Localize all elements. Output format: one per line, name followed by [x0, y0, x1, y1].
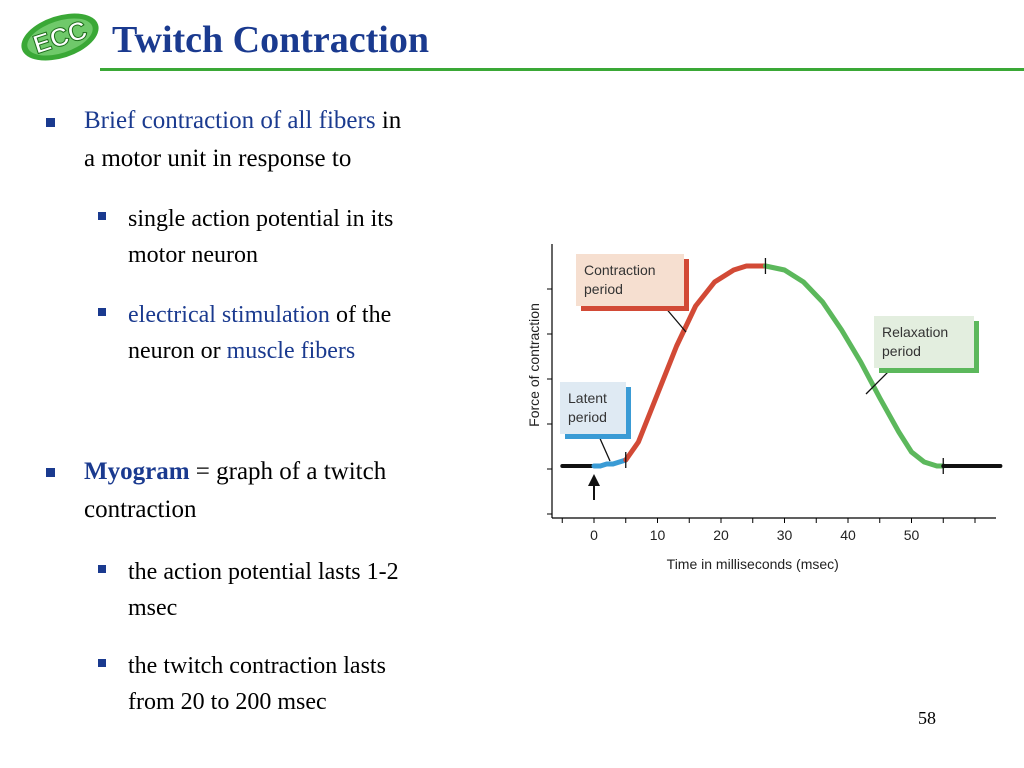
electrical-stimulation-rest: of the — [329, 302, 392, 328]
bullet-list: Brief contraction of all fibers in a moto… — [46, 102, 504, 720]
sub-bullet-marker — [98, 565, 106, 573]
y-axis-label: Force of contraction — [526, 303, 542, 427]
relaxation-label-text: period — [882, 343, 921, 359]
single-ap-line2: motor neuron — [128, 242, 258, 268]
sub-bullet-electrical-stimulation: electrical stimulation of the neuron or m… — [128, 297, 488, 369]
contraction-label-text: Contraction — [584, 262, 656, 278]
contraction-label-box — [576, 254, 684, 306]
sub-bullet-action-potential-duration: the action potential lasts 1-2 msec — [128, 554, 488, 626]
relaxation-label-box — [874, 316, 974, 368]
contraction-label-text: period — [584, 281, 623, 297]
x-tick-label-20: 20 — [713, 527, 729, 543]
sub-bullet-marker — [98, 659, 106, 667]
brief-contraction-line2: a motor unit in response to — [84, 145, 352, 172]
contraction-curve-2 — [623, 263, 768, 463]
sub-bullet-marker — [98, 308, 106, 316]
bullet-myogram: Myogram = graph of a twitch contraction — [84, 453, 504, 529]
title-divider — [100, 68, 1024, 71]
ap-duration-line2: msec — [128, 595, 178, 621]
latent-label-text: period — [568, 409, 607, 425]
x-tick-label-0: 0 — [590, 527, 598, 543]
x-axis-label: Time in milliseconds (msec) — [667, 556, 839, 572]
myogram-term: Myogram — [84, 458, 190, 485]
x-tick-label-30: 30 — [777, 527, 793, 543]
latent-label-text: Latent — [568, 390, 607, 406]
twitch-duration-line1: the twitch contraction lasts — [128, 653, 386, 679]
page-number: 58 — [918, 708, 936, 728]
ecc-logo: ECC — [21, 13, 99, 61]
bullet-marker — [46, 468, 55, 477]
relaxation-curve-3 — [763, 263, 946, 469]
myogram-line2: contraction — [84, 496, 197, 523]
twitch-duration-line2: from 20 to 200 msec — [128, 689, 327, 715]
sub-bullet-marker — [98, 212, 106, 220]
x-tick-label-50: 50 — [904, 527, 920, 543]
single-ap-line1: single action potential in its — [128, 206, 394, 232]
relaxation-label-text: Relaxation — [882, 324, 948, 340]
electrical-stimulation-highlight: electrical stimulation — [128, 302, 330, 328]
myogram-chart: 0 10 20 30 40 50 Time in milliseconds (msec) Fo… — [520, 236, 1004, 582]
electrical-stimulation-line2: neuron or — [128, 338, 227, 364]
slide-title: Twitch Contraction — [112, 19, 429, 61]
sub-bullet-twitch-duration: the twitch contraction lasts from 20 to 2… — [128, 648, 488, 720]
x-tick-label-10: 10 — [650, 527, 666, 543]
myogram-svg: 0 10 20 30 40 50 Time in milliseconds (msec) Fo… — [526, 244, 1003, 572]
bullet-brief-contraction: Brief contraction of all fibers in a moto… — [84, 102, 504, 178]
muscle-fibers-highlight: muscle fibers — [226, 338, 356, 364]
bullet-marker — [46, 118, 55, 127]
brief-contraction-highlight: Brief contraction of all fibers — [84, 107, 376, 134]
brief-contraction-rest: in — [375, 107, 402, 134]
ap-duration-line1: the action potential lasts 1-2 — [128, 559, 399, 585]
myogram-rest: = graph of a twitch — [189, 458, 387, 485]
latent-label-box — [560, 382, 626, 434]
stimulus-arrow-head — [588, 474, 600, 486]
latent-curve-1 — [591, 457, 629, 469]
sub-bullet-single-action-potential: single action potential in its motor neur… — [128, 201, 488, 273]
x-tick-label-40: 40 — [840, 527, 856, 543]
